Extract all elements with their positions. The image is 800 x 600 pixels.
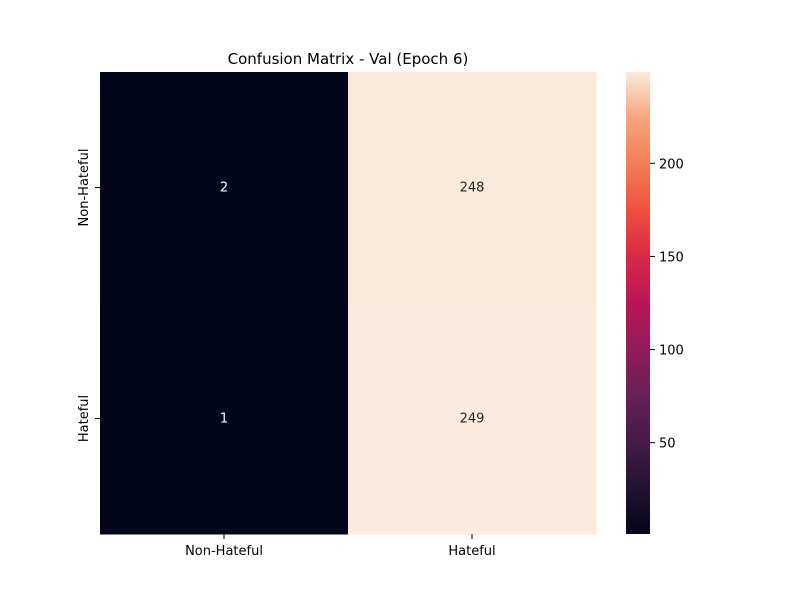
y-tick-label: Non-Hateful: [77, 149, 92, 227]
y-tick-label: Hateful: [77, 395, 92, 442]
heatmap-cell: [100, 72, 349, 304]
heatmap-cell: [348, 303, 597, 535]
chart-title: Confusion Matrix - Val (Epoch 6): [228, 50, 469, 68]
x-tick-label: Non-Hateful: [185, 544, 263, 559]
cell-annotations: 2 248 1 249: [220, 181, 485, 427]
cell-value-label: 1: [220, 412, 228, 427]
x-tick-label: Hateful: [448, 544, 495, 559]
heatmap-cell: [100, 303, 349, 535]
cell-value-label: 248: [460, 181, 485, 196]
colorbar-tick-label: 150: [659, 250, 684, 265]
colorbar-tick-label: 200: [659, 157, 684, 172]
x-axis: Non-Hateful Hateful: [185, 534, 496, 559]
colorbar-tick-label: 50: [659, 437, 676, 452]
cell-value-label: 2: [220, 181, 228, 196]
y-axis: Non-Hateful Hateful: [77, 149, 100, 442]
heatmap-cell: [348, 72, 597, 304]
colorbar-ticks: 50 100 150 200: [650, 157, 684, 452]
cell-value-label: 249: [460, 412, 485, 427]
colorbar-tick-label: 100: [659, 344, 684, 359]
colorbar: [626, 72, 650, 534]
heatmap-cells: [100, 72, 597, 535]
